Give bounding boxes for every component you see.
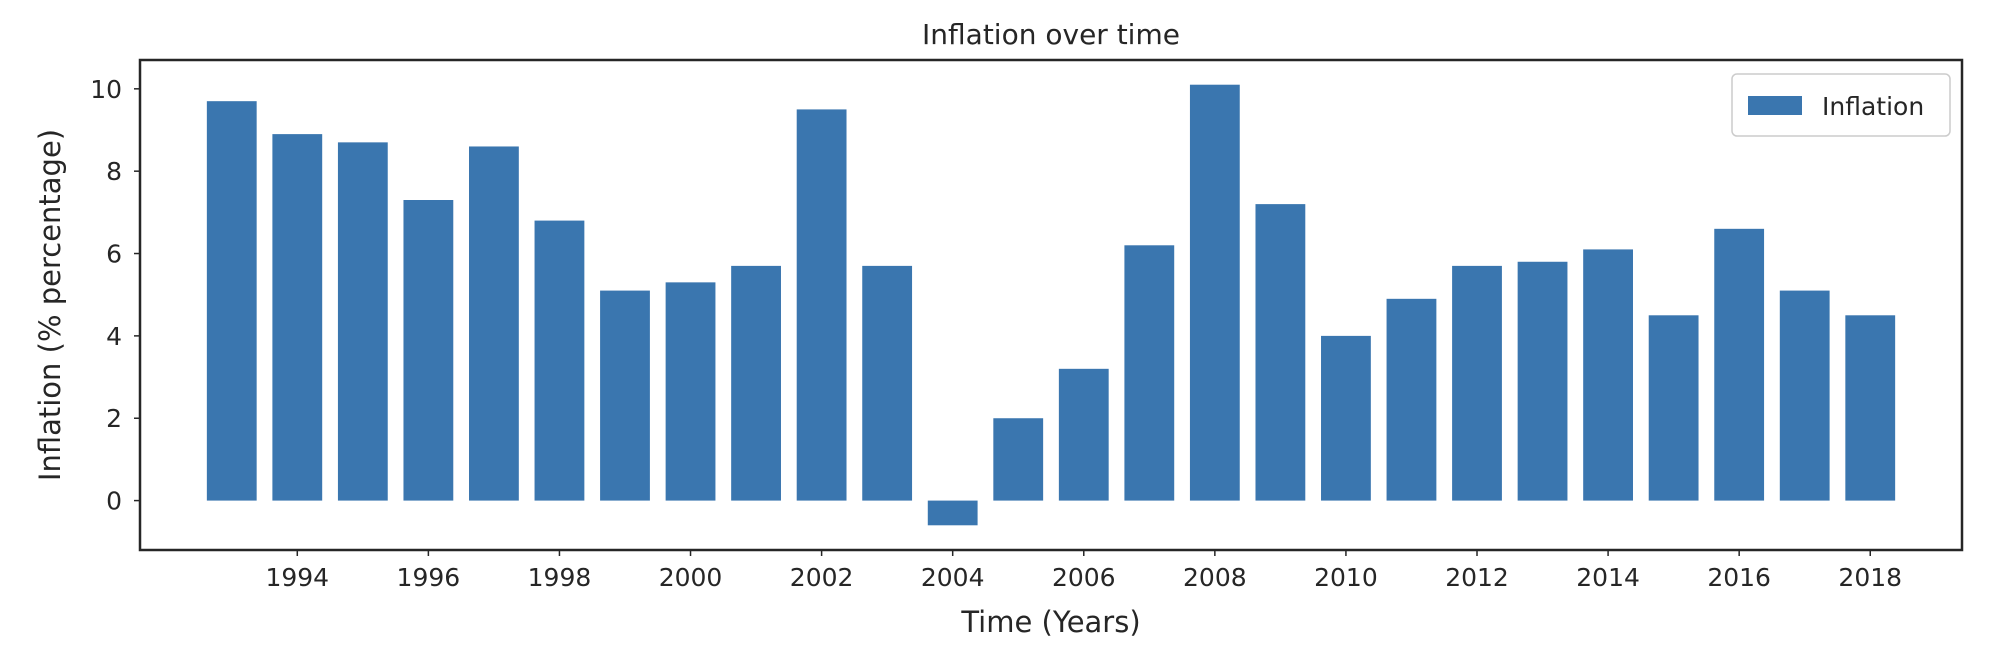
x-tick-label-2004: 2004 [921, 563, 985, 592]
bar-2014 [1583, 249, 1633, 501]
bar-1995 [337, 142, 388, 501]
plot-frame [138, 58, 1964, 552]
y-axis: 0 2 4 6 8 10 [90, 75, 140, 516]
bar-1996 [403, 200, 454, 501]
bar-2018 [1845, 315, 1896, 501]
y-tick-label-8: 8 [106, 157, 122, 186]
y-axis-label: Inflation (% percentage) [33, 129, 67, 481]
bar-2012 [1452, 265, 1502, 501]
bar-2016 [1714, 228, 1765, 501]
bar-2000 [665, 282, 716, 501]
x-tick-label-2016: 2016 [1707, 563, 1771, 592]
x-tick-label-2014: 2014 [1576, 563, 1640, 592]
legend-label-inflation: Inflation [1822, 92, 1924, 121]
bar-2015 [1648, 315, 1699, 501]
bar-2004 [927, 500, 978, 526]
bar-2002 [796, 109, 847, 501]
bar-2006 [1058, 368, 1109, 501]
y-tick-label-10: 10 [90, 75, 122, 104]
bar-1993 [206, 101, 257, 501]
legend-box [1731, 73, 1951, 137]
y-tick-label-2: 2 [106, 404, 122, 433]
x-tick-label-2000: 2000 [659, 563, 723, 592]
bar-2005 [993, 418, 1044, 501]
bar-2013 [1517, 261, 1568, 501]
x-tick-label-2006: 2006 [1052, 563, 1116, 592]
bar-1998 [534, 220, 585, 501]
bar-2017 [1779, 290, 1830, 501]
bar-2003 [862, 265, 913, 501]
legend-swatch [1748, 96, 1802, 115]
bar-2009 [1255, 204, 1306, 501]
bars-layer [206, 84, 1896, 526]
x-tick-label-2010: 2010 [1314, 563, 1378, 592]
y-tick-label-0: 0 [106, 487, 122, 516]
x-tick-label-1996: 1996 [397, 563, 461, 592]
x-axis-label: Time (Years) [960, 605, 1140, 639]
bar-1997 [469, 146, 519, 501]
x-tick-label-2002: 2002 [790, 563, 854, 592]
bar-2008 [1189, 84, 1240, 501]
x-tick-label-2012: 2012 [1445, 563, 1509, 592]
x-tick-label-1998: 1998 [528, 563, 592, 592]
x-tick-label-1994: 1994 [265, 563, 329, 592]
x-axis: 1994 1996 1998 2000 2002 2004 2006 2008 2010 2012… [265, 550, 1902, 592]
x-tick-label-2018: 2018 [1838, 563, 1902, 592]
chart-title: Inflation over time [922, 18, 1180, 51]
bar-2007 [1124, 245, 1175, 501]
bar-2001 [731, 265, 781, 501]
legend: Inflation [1731, 73, 1951, 137]
bar-1999 [600, 290, 650, 501]
bar-1994 [272, 134, 323, 501]
y-tick-label-6: 6 [106, 240, 122, 269]
x-tick-label-2008: 2008 [1183, 563, 1247, 592]
y-tick-label-4: 4 [106, 322, 122, 351]
bar-2011 [1386, 298, 1437, 501]
bar-2010 [1321, 335, 1371, 501]
